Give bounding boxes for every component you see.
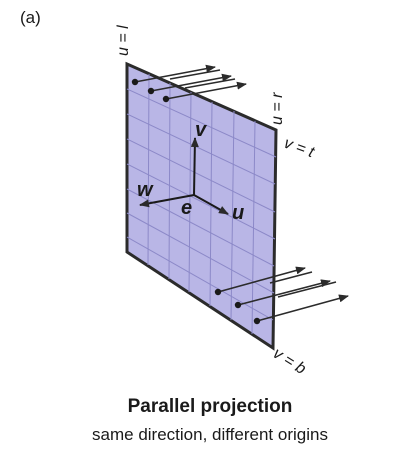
u-right-label: u = r	[269, 92, 286, 125]
axis-w-arrow	[139, 194, 195, 208]
u-left-label: u = l	[115, 25, 132, 56]
axis-u-label: u	[232, 202, 244, 224]
bottom-ray-origins	[214, 288, 261, 325]
axis-u-arrow	[193, 194, 229, 215]
top-ray-origins	[131, 78, 170, 103]
origin-e-label: e	[181, 197, 192, 219]
caption-title: Parallel projection	[127, 396, 293, 417]
plane-grid	[126, 73, 277, 335]
bottom-rays	[217, 266, 349, 322]
axis-w-label: w	[137, 179, 154, 201]
axis-v-label: v	[195, 119, 208, 141]
camera-axes	[139, 137, 229, 215]
v-bottom-label: v = b	[270, 345, 309, 378]
caption-subtitle: same direction, different origins	[92, 425, 328, 444]
v-top-label: v = t	[282, 135, 317, 162]
top-rays	[134, 64, 247, 100]
axis-v-arrow	[190, 137, 199, 196]
panel-label: (a)	[20, 8, 41, 27]
